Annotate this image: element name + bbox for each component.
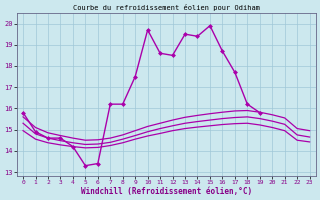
Title: Courbe du refroidissement éolien pour Odiham: Courbe du refroidissement éolien pour Od… xyxy=(73,4,260,11)
X-axis label: Windchill (Refroidissement éolien,°C): Windchill (Refroidissement éolien,°C) xyxy=(81,187,252,196)
